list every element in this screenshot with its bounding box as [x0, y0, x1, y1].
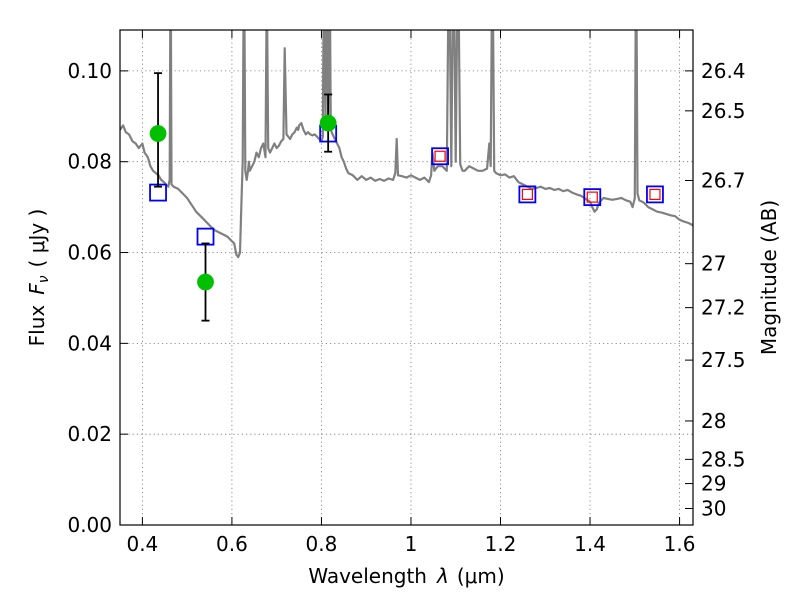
model-flux-square — [431, 147, 449, 166]
y2-tick-label: 27 — [701, 252, 726, 276]
x-tick-label: 0.6 — [216, 532, 248, 556]
observed-flux-square — [649, 188, 661, 200]
x-tick-label: 0.8 — [306, 532, 338, 556]
y2-tick-label: 28.5 — [701, 447, 746, 471]
y2-tick-label: 29 — [701, 472, 726, 496]
x-tick-label: 0.4 — [126, 532, 158, 556]
axis-ticks: 0.4 0.6 0.8 1 1.2 1.4 1.6 0.00 0.02 0.04 0.06 0.08 0… — [67, 30, 746, 556]
spectrum-line — [120, 30, 693, 259]
y2-tick-label: 30 — [701, 497, 726, 521]
model-flux-square — [518, 185, 537, 204]
right-axis-label: Magnitude (AB) — [757, 200, 781, 355]
y-tick-label: 0.02 — [67, 422, 112, 446]
y-tick-label: 0.06 — [67, 241, 112, 265]
plot-frame — [119, 29, 694, 526]
model-flux-square — [646, 185, 664, 204]
y2-tick-label: 28 — [701, 409, 726, 433]
measured-flux-circle — [149, 125, 167, 142]
photometry-points — [149, 72, 664, 322]
observed-flux-square — [434, 150, 446, 162]
x-tick-label: 1 — [405, 532, 418, 556]
measured-flux-circle — [319, 114, 337, 132]
y-tick-label: 0.04 — [67, 331, 112, 355]
model-spectrum — [120, 30, 693, 259]
measured-flux-circle — [197, 273, 214, 291]
y-tick-label: 0.10 — [67, 59, 112, 83]
y-axis-label: FluxFν( μJy ) — [25, 209, 52, 347]
model-flux-square — [583, 188, 602, 207]
observed-flux-square — [586, 191, 598, 203]
y2-tick-label: 27.2 — [701, 296, 746, 320]
y2-tick-label: 26.5 — [701, 99, 746, 123]
y2-tick-label: 27.5 — [701, 348, 746, 372]
y2-tick-label: 26.4 — [701, 59, 746, 83]
model-flux-square — [196, 227, 215, 246]
x-tick-label: 1.4 — [574, 532, 606, 556]
observed-flux-square — [521, 188, 533, 200]
y-tick-label: 0.08 — [67, 150, 112, 174]
x-tick-label: 1.6 — [664, 532, 696, 556]
x-axis-label: Wavelength λ (μm) — [308, 564, 504, 588]
y2-tick-label: 26.7 — [701, 169, 746, 193]
y-tick-label: 0.00 — [67, 513, 112, 537]
x-tick-label: 1.2 — [485, 532, 517, 556]
